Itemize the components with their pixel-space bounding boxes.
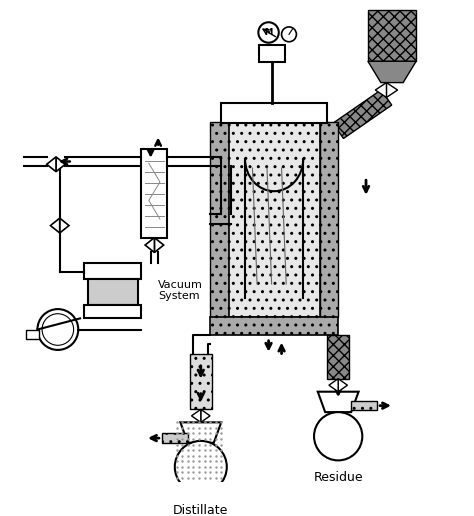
Bar bbox=[190, 353, 212, 409]
Bar bbox=[84, 305, 141, 318]
Bar bbox=[327, 335, 349, 379]
Circle shape bbox=[42, 314, 73, 345]
Bar bbox=[319, 122, 338, 316]
Polygon shape bbox=[155, 238, 164, 252]
Bar bbox=[351, 401, 377, 410]
Text: Residue: Residue bbox=[313, 471, 363, 483]
Text: Distillate: Distillate bbox=[173, 504, 228, 516]
Circle shape bbox=[314, 412, 362, 460]
Polygon shape bbox=[338, 379, 347, 392]
Circle shape bbox=[37, 309, 78, 350]
Polygon shape bbox=[333, 90, 392, 138]
Polygon shape bbox=[56, 157, 65, 172]
Bar bbox=[141, 150, 167, 238]
Bar bbox=[162, 433, 188, 443]
Text: Vacuum
System: Vacuum System bbox=[158, 280, 203, 301]
Polygon shape bbox=[329, 379, 338, 392]
Bar bbox=[88, 279, 137, 305]
Text: M: M bbox=[264, 28, 273, 37]
Polygon shape bbox=[201, 409, 210, 422]
Polygon shape bbox=[145, 238, 155, 252]
Bar bbox=[221, 103, 327, 123]
Polygon shape bbox=[60, 218, 69, 233]
Bar bbox=[84, 263, 141, 279]
Bar bbox=[26, 330, 39, 339]
Polygon shape bbox=[368, 61, 416, 83]
Bar bbox=[228, 122, 319, 316]
Bar bbox=[210, 122, 228, 316]
Polygon shape bbox=[375, 83, 386, 98]
Circle shape bbox=[175, 441, 227, 493]
Bar bbox=[210, 316, 338, 335]
Bar bbox=[368, 10, 416, 61]
Polygon shape bbox=[181, 422, 221, 443]
Polygon shape bbox=[191, 409, 201, 422]
Polygon shape bbox=[386, 83, 398, 98]
Polygon shape bbox=[50, 218, 60, 233]
Polygon shape bbox=[47, 157, 56, 172]
Bar bbox=[259, 45, 285, 62]
Polygon shape bbox=[318, 392, 359, 412]
